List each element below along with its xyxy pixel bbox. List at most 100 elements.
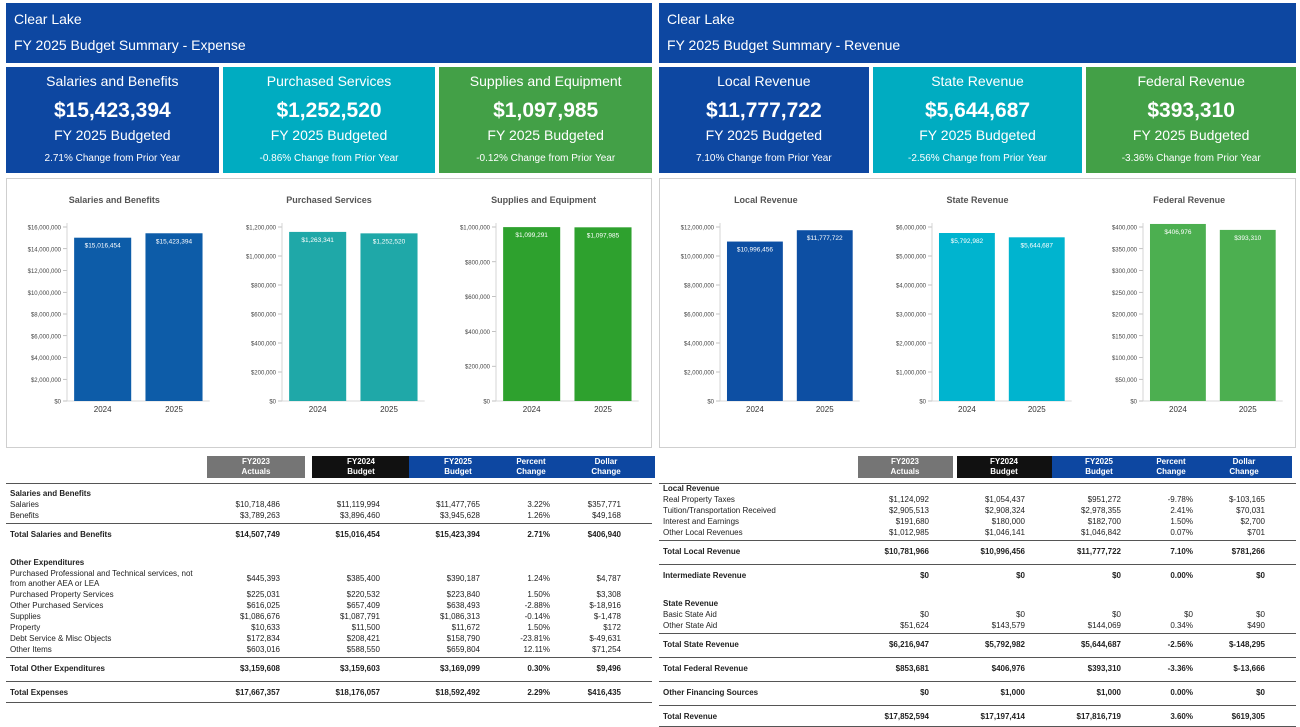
table-row[interactable]: Interest and Earnings $191,680 $180,000 $18… [663, 517, 1296, 527]
table-row[interactable]: Other Purchased Services $616,025 $657,409… [10, 601, 652, 611]
table-row[interactable]: Salaries and Benefits [10, 489, 652, 499]
bar[interactable] [360, 233, 418, 401]
table-row[interactable]: Intermediate Revenue $0 $0 $0 0.00% $0 [663, 571, 1296, 581]
table-row[interactable]: Total Salaries and Benefits $14,507,749 $1… [10, 530, 652, 540]
cell-value: $2,700 [1240, 517, 1265, 526]
y-tick-label: $100,000 [1112, 356, 1138, 362]
table-row[interactable]: Total Federal Revenue $853,681 $406,976 $39… [663, 664, 1296, 674]
cell-value: $10,996,456 [980, 547, 1026, 556]
y-tick-label: $4,000,000 [896, 284, 927, 290]
table-row[interactable]: Other Financing Sources $0 $1,000 $1,000 0.0… [663, 688, 1296, 698]
bar-data-label: $1,099,291 [516, 232, 549, 239]
column-header[interactable]: FY2024 Budget [312, 456, 410, 478]
chart-title: Purchased Services [286, 195, 372, 205]
table-divider [6, 657, 652, 658]
bar[interactable] [1220, 229, 1277, 401]
cell-value: $5,644,687 [1080, 640, 1121, 649]
cell-value: $1,046,141 [984, 528, 1025, 537]
row-label: Other Purchased Services [10, 601, 104, 610]
cell-value: $1,086,313 [439, 612, 480, 621]
bar[interactable] [288, 231, 346, 401]
cell-value: $14,507,749 [235, 530, 281, 539]
y-tick-label: $300,000 [1112, 269, 1138, 275]
expense-table: FY2023 Actuals FY2024 Budget FY2025 Budget Per… [6, 456, 655, 704]
cell-value: $71,254 [592, 645, 621, 654]
bar[interactable] [938, 233, 995, 401]
cell-value: 1.50% [527, 623, 550, 632]
cell-value: $3,789,263 [239, 511, 280, 520]
bar[interactable] [574, 227, 632, 401]
table-row[interactable]: Property $10,633 $11,500 $11,672 1.50% $172 [10, 623, 652, 633]
bar[interactable] [796, 230, 853, 401]
table-row[interactable]: Total Revenue $17,852,594 $17,197,414 $17,8… [663, 712, 1296, 722]
kpi-card[interactable]: Salaries and Benefits $15,423,394 FY 2025 … [6, 67, 219, 173]
kpi-card[interactable]: Local Revenue $11,777,722 FY 2025 Budgeted… [659, 67, 869, 173]
table-row[interactable]: Total Expenses $17,667,357 $18,176,057 $18,… [10, 688, 652, 698]
table-row[interactable]: Purchased Professional and Technical ser… [10, 569, 652, 588]
table-row[interactable]: Purchased Property Services $225,031 $220,… [10, 590, 652, 600]
table-row[interactable]: Other Expenditures [10, 558, 652, 568]
table-row[interactable]: Supplies $1,086,676 $1,087,791 $1,086,313 -0… [10, 612, 652, 622]
y-tick-label: $12,000,000 [28, 269, 62, 275]
cell-value: $11,500 [351, 623, 380, 632]
bar[interactable] [145, 233, 203, 401]
bar[interactable] [74, 237, 132, 401]
column-header[interactable]: FY2025 Budget [1051, 456, 1147, 478]
cell-value: $220,532 [346, 590, 380, 599]
row-label: Salaries and Benefits [10, 489, 91, 498]
table-row[interactable]: Local Revenue [663, 484, 1296, 494]
column-header[interactable]: FY2024 Budget [956, 456, 1052, 478]
kpi-card[interactable]: Supplies and Equipment $1,097,985 FY 2025 … [439, 67, 653, 173]
bar[interactable] [726, 241, 783, 401]
cell-value: $18,592,492 [435, 688, 481, 697]
page-title: FY 2025 Budget Summary - Revenue [667, 37, 901, 53]
table-row[interactable]: State Revenue [663, 599, 1296, 609]
kpi-card[interactable]: Federal Revenue $393,310 FY 2025 Budgeted -… [1086, 67, 1297, 173]
cell-value: $144,069 [1087, 621, 1121, 630]
y-tick-label: $0 [269, 400, 276, 406]
y-tick-label: $200,000 [251, 371, 277, 377]
kpi-card[interactable]: Purchased Services $1,252,520 FY 2025 Budg… [222, 67, 436, 173]
table-row[interactable]: Other Items $603,016 $588,550 $659,804 12.11… [10, 645, 652, 655]
row-label: Total Salaries and Benefits [10, 530, 112, 539]
table-row[interactable]: Total State Revenue $6,216,947 $5,792,982 $… [663, 640, 1296, 650]
bar[interactable] [1008, 237, 1065, 401]
card-title: Supplies and Equipment [469, 73, 622, 89]
bar-data-label: $1,252,520 [372, 238, 405, 245]
column-header[interactable]: FY2023 Actuals [207, 456, 305, 478]
column-header[interactable]: FY2023 Actuals [857, 456, 953, 478]
column-header[interactable]: Dollar Change [557, 456, 655, 478]
column-header-line: FY2023 [890, 457, 920, 466]
bar-data-label: $5,792,982 [950, 238, 983, 245]
column-header-line: FY2024 [989, 457, 1019, 466]
bar[interactable] [503, 227, 561, 401]
bar-chart: Purchased Services $0 $200,000 $400,000 $600… [222, 179, 437, 447]
cell-value: 0.34% [1170, 621, 1193, 630]
table-row[interactable]: Other Local Revenues $1,012,985 $1,046,141… [663, 528, 1296, 538]
column-header[interactable]: Percent Change [1123, 456, 1219, 478]
table-row[interactable]: Tuition/Transportation Received $2,905,51… [663, 506, 1296, 516]
chart-title: Salaries and Benefits [68, 195, 160, 205]
table-divider [659, 657, 1296, 658]
column-header[interactable]: Percent Change [482, 456, 580, 478]
y-tick-label: $0 [54, 400, 61, 406]
table-row[interactable]: Total Local Revenue $10,781,966 $10,996,45… [663, 547, 1296, 557]
bar[interactable] [1150, 223, 1207, 401]
card-change: 2.71% Change from Prior Year [44, 153, 181, 164]
kpi-card[interactable]: State Revenue $5,644,687 FY 2025 Budgeted -… [872, 67, 1083, 173]
table-row[interactable]: Benefits $3,789,263 $3,896,460 $3,945,628 1.… [10, 511, 652, 521]
cell-value: 0.00% [1170, 571, 1193, 580]
table-row[interactable]: Basic State Aid $0 $0 $0 $0 $0 [663, 610, 1296, 620]
card-title: Purchased Services [266, 73, 392, 89]
column-header[interactable]: Dollar Change [1196, 456, 1292, 478]
table-row[interactable]: Other State Aid $51,624 $143,579 $144,069 0.… [663, 621, 1296, 631]
bar-data-label: $5,644,687 [1020, 242, 1053, 249]
table-row[interactable]: Real Property Taxes $1,124,092 $1,054,437 $… [663, 495, 1296, 505]
table-row[interactable]: Salaries $10,718,486 $11,119,994 $11,477,76… [10, 500, 652, 510]
chart-svg: $0 $2,000,000 $4,000,000 $6,000,000 $8,000,0… [28, 223, 210, 414]
table-row[interactable]: Debt Service & Misc Objects $172,834 $208,… [10, 634, 652, 644]
column-header-line: Percent [1156, 457, 1186, 466]
column-header-line: Actuals [241, 467, 271, 476]
card-subtitle: FY 2025 Budgeted [270, 127, 388, 143]
table-row[interactable]: Total Other Expenditures $3,159,608 $3,159… [10, 664, 652, 674]
